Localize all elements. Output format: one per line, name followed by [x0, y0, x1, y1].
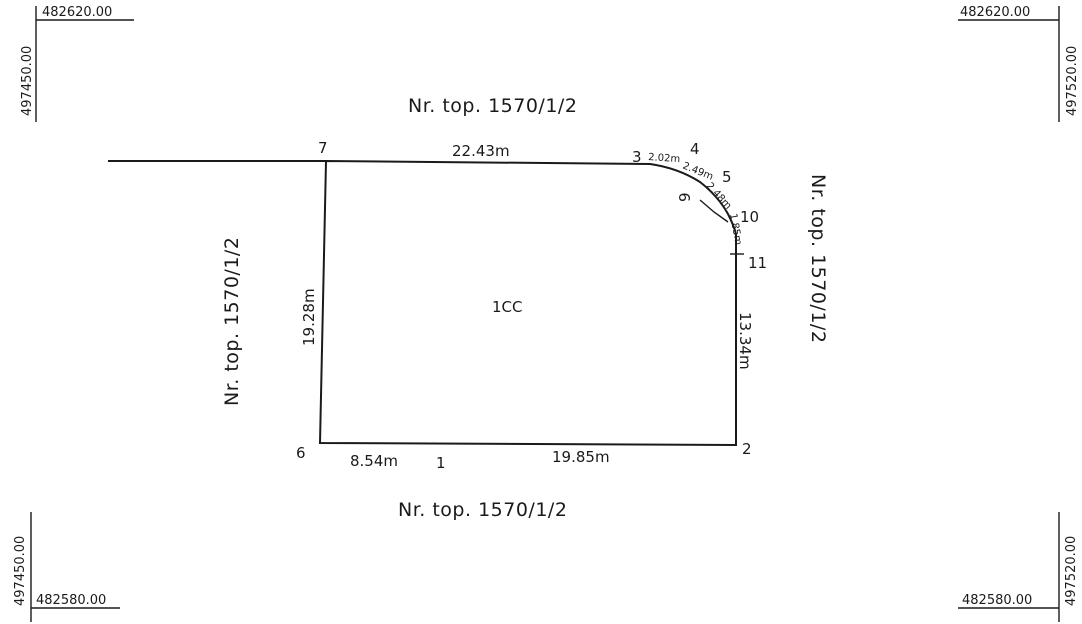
point-label-6: 6 [296, 444, 306, 462]
corner-marker-bottom-right: 482580.00 497520.00 [958, 512, 1079, 622]
measurement-top: 22.43m [452, 142, 510, 160]
point-label-7: 7 [318, 139, 328, 157]
measurement-bottom-right: 19.85m [552, 448, 610, 466]
point-label-10: 10 [740, 208, 759, 226]
measurement-left: 19.28m [300, 288, 318, 346]
coord-y-bottom-right: 497520.00 [1064, 536, 1079, 606]
point-label-3: 3 [632, 148, 642, 166]
parcel-boundary [108, 160, 744, 447]
coord-x-bottom-right: 482580.00 [962, 593, 1032, 608]
measurement-arc-4: 1.85m [727, 213, 743, 246]
parcel-label: 1CC [492, 298, 523, 316]
point-label-1: 1 [436, 454, 446, 472]
neighbor-label-left: Nr. top. 1570/1/2 [221, 237, 243, 406]
corner-marker-top-left: 482620.00 497450.00 [20, 5, 134, 122]
point-label-2: 2 [742, 440, 752, 458]
coord-x-top-left: 482620.00 [42, 5, 112, 20]
coord-y-top-right: 497520.00 [1065, 46, 1080, 116]
measurement-bottom-left: 8.54m [350, 452, 398, 470]
neighbor-label-bottom: Nr. top. 1570/1/2 [398, 499, 567, 521]
point-label-4: 4 [690, 140, 700, 158]
corner-marker-bottom-left: 482580.00 497450.00 [13, 512, 120, 622]
point-label-5: 5 [722, 168, 732, 186]
coord-y-bottom-left: 497450.00 [13, 536, 28, 606]
coord-x-top-right: 482620.00 [960, 5, 1030, 20]
neighbor-label-top: Nr. top. 1570/1/2 [408, 95, 577, 117]
neighbor-label-right: Nr. top. 1570/1/2 [807, 174, 829, 343]
measurement-arc-1: 2.02m [648, 152, 681, 165]
coord-y-top-left: 497450.00 [20, 46, 35, 116]
point-label-11: 11 [748, 254, 767, 272]
point-label-9: 9 [676, 192, 694, 202]
corner-marker-top-right: 482620.00 497520.00 [958, 5, 1080, 122]
coord-x-bottom-left: 482580.00 [36, 593, 106, 608]
measurement-right: 13.34m [736, 312, 754, 370]
measurement-arc-2: 2.49m [681, 161, 715, 183]
